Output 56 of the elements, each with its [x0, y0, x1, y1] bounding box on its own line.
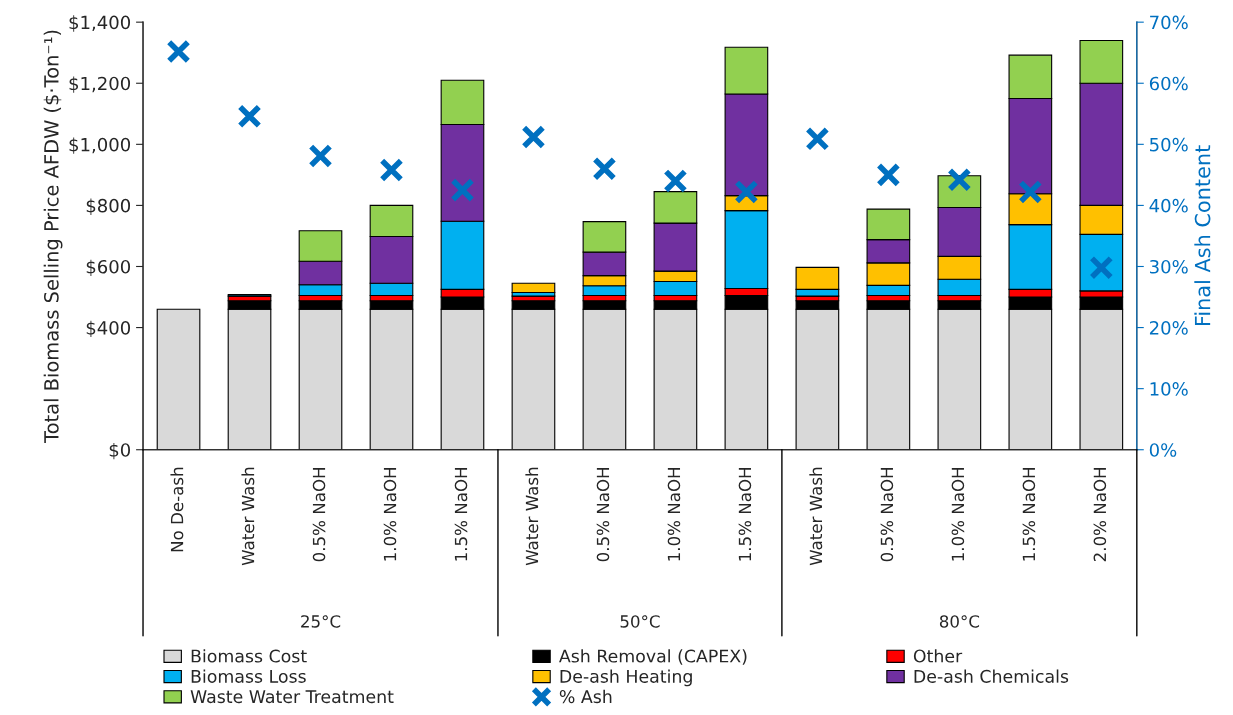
- point: [166, 39, 191, 64]
- legend-label: Other: [913, 649, 963, 663]
- legend-label: Biomass Cost: [191, 649, 307, 663]
- bar: [156, 308, 201, 450]
- point: [450, 178, 475, 203]
- x-tick-label: 1.5% NaOH: [738, 468, 752, 561]
- point: [734, 179, 759, 205]
- x-tick-label: Water Wash: [809, 467, 823, 566]
- x-tick-label: 1.0% NaOH: [951, 468, 965, 561]
- y2-tick-label: 50%: [1150, 137, 1188, 152]
- y2-tick-label: 40%: [1149, 198, 1188, 213]
- x-tick-label: 1.0% NaOH: [383, 468, 397, 561]
- point: [308, 143, 333, 169]
- y-tick-label: $400: [86, 320, 131, 338]
- y2-tick-label: 10%: [1150, 382, 1188, 396]
- point: [1018, 179, 1043, 205]
- point: [592, 156, 617, 181]
- x-tick-label: No De-ash: [170, 467, 184, 552]
- legend-label: Waste Water Treatment: [190, 690, 394, 704]
- y2-tick-label: 60%: [1149, 76, 1188, 91]
- legend-label: % Ash: [559, 689, 612, 704]
- legend-label: De-ash Chemicals: [914, 669, 1069, 683]
- x-tick-label: Water Wash: [525, 467, 539, 566]
- x-tick-label: 0.5% NaOH: [312, 468, 326, 562]
- legend-label: Ash Removal (CAPEX): [559, 649, 747, 665]
- x-tick-label: 1.5% NaOH: [454, 468, 468, 561]
- x-tick-label: Water Wash: [241, 467, 255, 566]
- y2-tick-label: 0%: [1149, 443, 1177, 457]
- y-tick-label: $800: [86, 198, 131, 215]
- point: [237, 104, 262, 129]
- bar: [511, 282, 556, 294]
- y-axis-title: Total Biomass Selling Price AFDW ($·Ton⁻¹): [43, 30, 63, 443]
- y2-tick-label: 70%: [1150, 15, 1188, 30]
- point: [876, 162, 901, 187]
- text: 25°C: [301, 615, 341, 628]
- text: 80°C: [939, 615, 980, 628]
- x-tick-label: 1.0% NaOH: [667, 468, 681, 561]
- y-tick-label: $1,400: [69, 15, 131, 32]
- point: [521, 124, 546, 150]
- point: [663, 168, 688, 194]
- y2-axis-title: Final Ash Content: [1194, 145, 1211, 326]
- x-tick-label: 1.5% NaOH: [1022, 468, 1036, 561]
- y2-tick-label: 20%: [1149, 321, 1188, 335]
- legend-label: Biomass Loss: [191, 669, 306, 683]
- point: [379, 157, 404, 183]
- y-tick-label: $1,000: [69, 137, 131, 154]
- y-tick-label: $600: [86, 259, 131, 277]
- point: [805, 126, 830, 151]
- x-tick-label: 2.0% NaOH: [1093, 468, 1107, 562]
- y-tick-label: $0: [109, 442, 131, 460]
- y2-tick-label: 30%: [1150, 259, 1188, 274]
- y-tick-label: $1,200: [69, 76, 131, 93]
- text: 50°C: [620, 615, 660, 628]
- x-tick-label: 0.5% NaOH: [596, 468, 610, 562]
- legend-label: De-ash Heating: [560, 669, 692, 687]
- x-tick-label: 0.5% NaOH: [880, 468, 894, 562]
